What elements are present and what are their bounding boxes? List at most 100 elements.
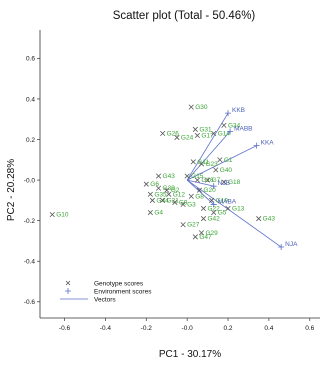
genotype-marker — [149, 197, 155, 203]
environment-marker — [227, 128, 234, 135]
genotype-point: G31 — [192, 126, 212, 133]
y-tick-label: -0.4 — [24, 259, 36, 266]
environment-label: MABB — [234, 125, 252, 132]
genotype-point: G11 — [190, 159, 209, 166]
environment-point: KKB — [225, 107, 245, 117]
genotype-point: G18 — [221, 179, 241, 186]
vector-line — [186, 112, 229, 181]
genotype-point: G20 — [196, 187, 216, 194]
genotype-label: G35 — [154, 191, 167, 198]
vector-line — [186, 145, 257, 181]
genotype-label: G43 — [163, 173, 176, 180]
genotype-marker — [180, 222, 186, 228]
genotype-point: G29 — [198, 230, 218, 237]
genotype-point: G6 — [143, 181, 159, 188]
genotype-label: G5 — [218, 210, 227, 217]
vector-lines — [186, 112, 282, 248]
genotype-marker — [194, 177, 200, 183]
x-tick-label: 0.6 — [305, 325, 314, 332]
genotype-marker — [221, 122, 227, 128]
genotype-point: G30 — [188, 104, 208, 111]
y-tick-label: -0.2 — [24, 218, 36, 225]
genotype-marker — [217, 157, 223, 163]
vector-line — [186, 131, 231, 181]
environment-point: KKA — [253, 140, 275, 149]
genotype-label: G26 — [167, 130, 180, 137]
legend-vectors: Vectors — [60, 297, 116, 304]
genotype-label: G6 — [150, 181, 159, 188]
x-tick-label: 0.4 — [264, 325, 273, 332]
genotype-point: G43 — [155, 173, 176, 180]
genotype-marker — [213, 167, 219, 173]
genotype-point: G19 — [209, 197, 228, 204]
legend-vectors-label: Vectors — [94, 297, 116, 304]
legend-genotype: Genotype scores — [65, 281, 144, 288]
genotype-marker — [192, 234, 198, 240]
environment-point: NJB — [210, 180, 230, 190]
genotype-marker — [194, 132, 200, 139]
x-tick-label: -0.4 — [100, 325, 112, 332]
genotype-point: G35 — [147, 191, 167, 198]
genotype-point: G7 — [205, 177, 221, 184]
environment-marker — [253, 142, 260, 149]
environment-label: MABA — [218, 198, 237, 205]
genotype-label: G20 — [203, 187, 216, 194]
x-axis-label: PC1 - 30.17% — [159, 349, 221, 360]
legend-genotype-label: Genotype scores — [94, 281, 144, 288]
genotype-point: G12 — [166, 191, 185, 198]
legend-environment-marker — [65, 288, 71, 294]
genotype-marker — [211, 130, 217, 137]
genotype-marker — [221, 179, 227, 185]
genotype-marker — [174, 134, 180, 141]
environment-marker — [278, 244, 285, 251]
environment-label: NJB — [218, 180, 230, 187]
x-tick-label: -0.6 — [59, 325, 71, 332]
genotype-label: G34 — [228, 122, 241, 129]
genotype-label: G7 — [212, 177, 221, 184]
environment-marker — [225, 110, 232, 117]
genotype-label: G10 — [56, 212, 69, 219]
genotype-point: G15 — [184, 173, 204, 180]
genotype-label: G9 — [179, 199, 188, 206]
genotype-marker — [198, 230, 205, 236]
genotype-point: G14 — [211, 130, 230, 137]
genotype-label: G11 — [197, 159, 209, 166]
genotype-point: G3 — [180, 201, 196, 208]
genotype-label: G47 — [199, 234, 212, 241]
genotype-label: G29 — [205, 230, 218, 237]
genotype-label: G23 — [205, 161, 218, 168]
genotype-label: G22 — [208, 205, 221, 212]
genotype-point: G2 — [164, 187, 180, 194]
genotype-label: G27 — [187, 222, 200, 229]
vector-line — [186, 179, 214, 205]
genotype-point: G5 — [211, 210, 227, 217]
genotype-marker — [143, 181, 149, 187]
x-tick-label: -0.2 — [141, 325, 153, 332]
genotype-marker — [166, 191, 172, 197]
genotype-point: G34 — [221, 122, 241, 129]
genotype-marker — [192, 126, 198, 132]
environment-label: KKB — [232, 107, 245, 114]
genotype-point: G39 — [155, 185, 175, 192]
genotype-label: G30 — [195, 104, 208, 111]
genotype-marker — [49, 211, 55, 218]
genotype-marker — [190, 159, 196, 165]
genotype-label: G14 — [218, 130, 231, 137]
genotype-marker — [225, 205, 231, 212]
genotype-marker — [198, 161, 205, 167]
vector-line — [187, 179, 214, 187]
environment-points: KKB KKA MABB NJB MABA NJA — [210, 107, 298, 251]
genotype-point: G13 — [225, 205, 245, 212]
genotype-marker — [200, 216, 207, 222]
genotype-point: G27 — [180, 222, 200, 229]
environment-marker — [210, 201, 217, 208]
genotype-point: G17 — [194, 132, 214, 139]
genotype-label: G43 — [263, 216, 276, 223]
genotype-point: G26 — [160, 130, 179, 137]
genotype-marker — [172, 199, 178, 205]
x-tick-label: -0.0 — [182, 325, 194, 332]
environment-label: KKA — [261, 140, 275, 147]
genotype-label: G15 — [191, 173, 204, 180]
